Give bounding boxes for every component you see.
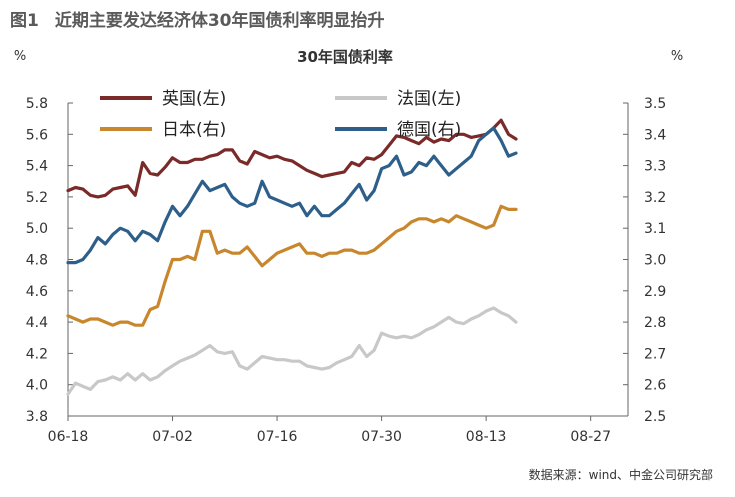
right-tick-label: 3.3 — [644, 159, 666, 175]
chart-title: 30年国债利率 — [297, 48, 393, 66]
legend-label-japan: 日本(右) — [162, 120, 226, 140]
right-tick-label: 2.9 — [644, 284, 666, 300]
right-tick-label: 2.6 — [644, 378, 666, 394]
x-tick-label: 08-13 — [466, 429, 507, 445]
left-tick-label: 4.2 — [26, 346, 48, 362]
left-tick-label: 4.0 — [26, 378, 48, 394]
left-tick-label: 5.4 — [26, 159, 48, 175]
legend-label-uk: 英国(左) — [162, 89, 226, 109]
source-note: 数据来源：wind、中金公司研究部 — [528, 468, 713, 482]
legend-label-germany: 德国(右) — [397, 120, 461, 140]
right-tick-label: 3.0 — [644, 253, 666, 269]
left-tick-label: 5.8 — [26, 96, 48, 112]
x-tick-label: 08-27 — [570, 429, 611, 445]
left-tick-label: 4.6 — [26, 284, 48, 300]
left-tick-label: 4.4 — [26, 315, 48, 331]
series-line-japan — [66, 204, 518, 327]
series-line-france — [66, 306, 518, 396]
left-axis-unit: % — [14, 49, 26, 64]
legend: 英国(左) 法国(左) 日本(右) 德国(右) — [100, 89, 461, 140]
right-tick-label: 3.2 — [644, 190, 666, 206]
plot-area — [66, 118, 518, 396]
series-line-germany — [66, 126, 518, 265]
x-tick-label: 07-16 — [257, 429, 298, 445]
figure-number: 图1 — [10, 11, 39, 31]
left-tick-label: 3.8 — [26, 409, 48, 425]
right-axis-unit: % — [671, 49, 683, 64]
figure-title: 近期主要发达经济体30年国债利率明显抬升 — [54, 11, 385, 31]
right-tick-label: 2.8 — [644, 315, 666, 331]
left-tick-label: 5.0 — [26, 221, 48, 237]
right-tick-label: 3.1 — [644, 221, 666, 237]
right-tick-label: 2.5 — [644, 409, 666, 425]
figure-header: 图1 近期主要发达经济体30年国债利率明显抬升 — [10, 6, 385, 31]
series-line-uk — [66, 118, 518, 199]
left-tick-label: 5.6 — [26, 127, 48, 143]
x-tick-label: 06-18 — [48, 429, 89, 445]
x-tick-label: 07-30 — [361, 429, 402, 445]
left-tick-label: 4.8 — [26, 253, 48, 269]
legend-label-france: 法国(左) — [397, 89, 461, 109]
right-tick-label: 2.7 — [644, 346, 666, 362]
right-tick-label: 3.4 — [644, 127, 666, 143]
right-tick-label: 3.5 — [644, 96, 666, 112]
axes: 3.8 4.0 4.2 4.4 4.6 4.8 5.0 5.2 5.4 5.6 5.8 2.5 2.6 2… — [26, 96, 667, 445]
x-tick-label: 07-02 — [152, 429, 193, 445]
left-tick-label: 5.2 — [26, 190, 48, 206]
